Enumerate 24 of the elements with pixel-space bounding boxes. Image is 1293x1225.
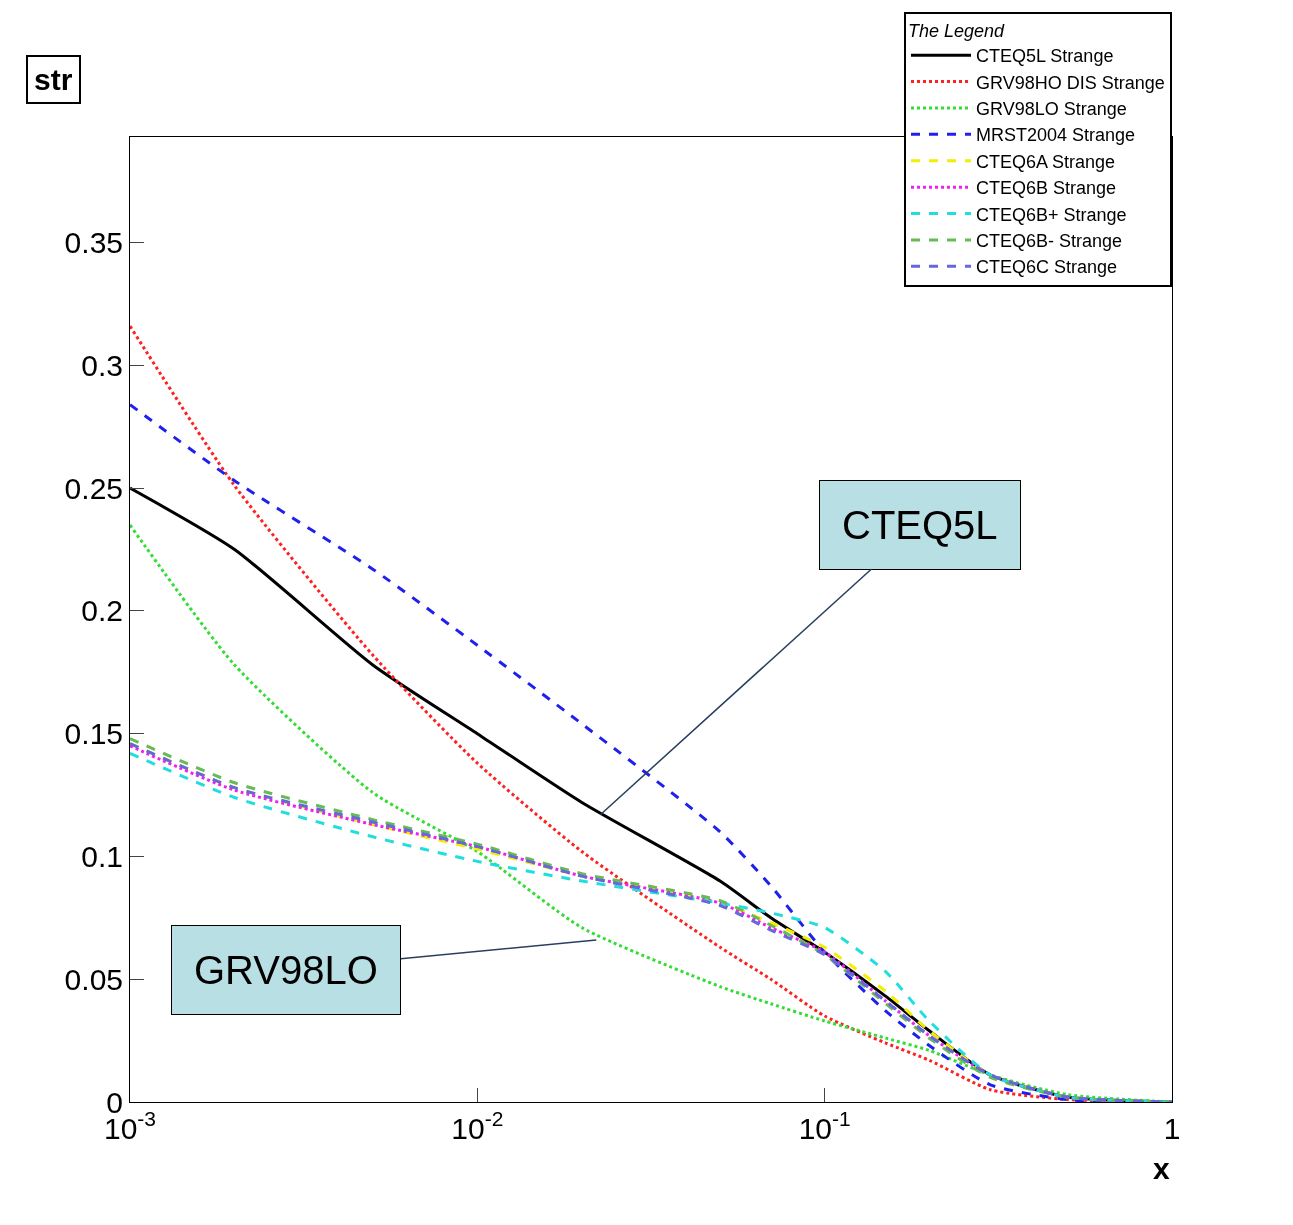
annotation: CTEQ5L	[842, 503, 998, 547]
x-axis-title: x	[1153, 1152, 1170, 1185]
y-tick-label: 0.35	[64, 226, 123, 260]
y-tick-label: 0.3	[81, 348, 123, 382]
chart-title: str	[34, 63, 73, 96]
legend-label: CTEQ6B- Strange	[976, 230, 1123, 251]
y-tick-label: 0.1	[81, 839, 123, 873]
y-tick-label: 0.25	[64, 471, 123, 505]
y-tick-label: 0.15	[64, 717, 123, 751]
legend-label: CTEQ6B Strange	[976, 178, 1117, 199]
legend-title: The Legend	[908, 20, 1006, 41]
legend-label: GRV98LO Strange	[976, 98, 1127, 119]
legend-label: CTEQ6A Strange	[976, 151, 1116, 172]
x-tick-label: 1	[1163, 1112, 1181, 1145]
y-tick-label: 0.05	[64, 962, 123, 996]
y-tick-label: 0.2	[81, 594, 123, 628]
legend-label: MRST2004 Strange	[976, 125, 1136, 146]
legend-label: CTEQ6C Strange	[976, 257, 1118, 278]
x-tick-label: 10$^{-1}$	[798, 1107, 851, 1145]
annotation: GRV98LO	[194, 948, 378, 992]
legend-label: CTEQ5L Strange	[976, 46, 1114, 67]
legend-label: GRV98HO DIS Strange	[976, 72, 1165, 93]
legend-label: CTEQ6B+ Strange	[976, 204, 1127, 225]
x-tick-label: 10$^{-2}$	[451, 1107, 504, 1145]
